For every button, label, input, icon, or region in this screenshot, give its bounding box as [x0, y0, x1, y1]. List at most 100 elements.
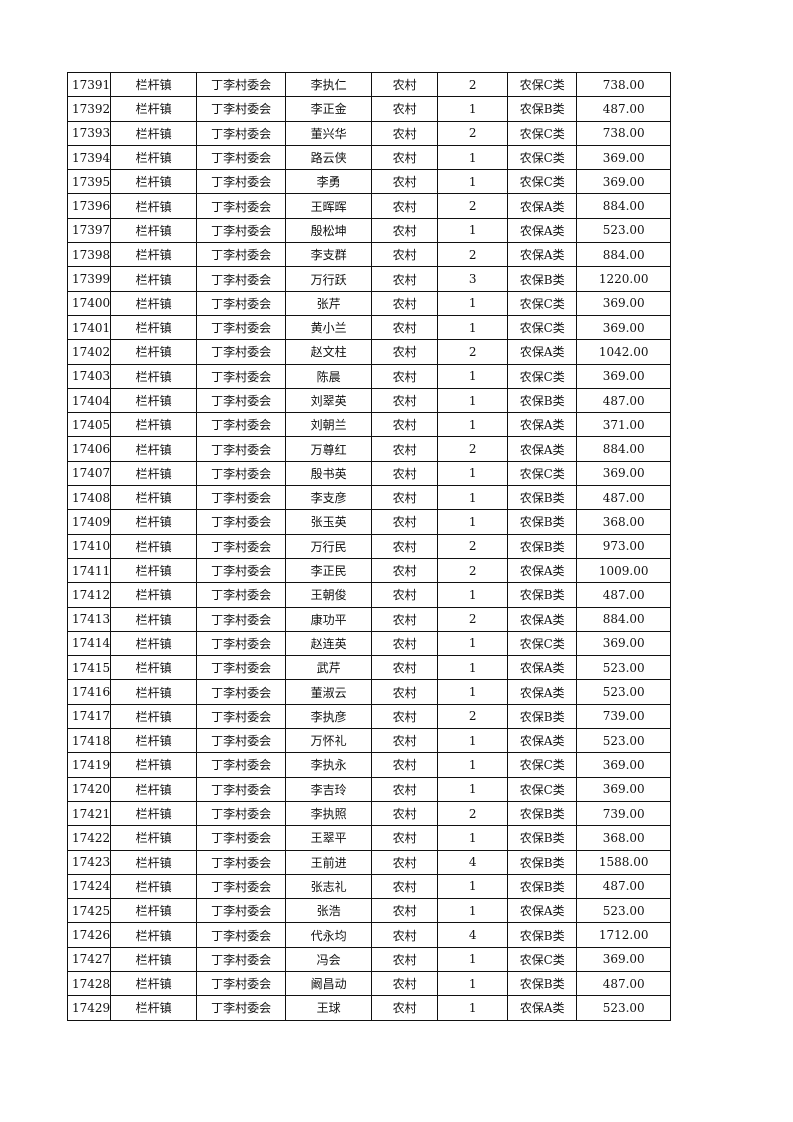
data-table: 17391 栏杆镇 丁李村委会 李执仁 农村 2 农保C类 738.00 17392 栏杆镇 丁李村… — [66, 71, 672, 1021]
cell-person-name: 王前进 — [285, 849, 373, 875]
cell-insurance-category: 农保B类 — [507, 533, 578, 559]
cell-household-count: 2 — [437, 800, 509, 827]
cell-person-name: 李正金 — [285, 96, 373, 122]
cell-amount: 369.00 — [576, 169, 672, 195]
cell-row-id: 17391 — [66, 71, 112, 98]
table-row: 17408 栏杆镇 丁李村委会 李支彦 农村 1 农保B类 487.00 — [66, 485, 672, 511]
cell-area-type: 农村 — [371, 825, 439, 851]
table-row: 17427 栏杆镇 丁李村委会 冯会 农村 1 农保C类 369.00 — [66, 946, 672, 972]
cell-area-type: 农村 — [371, 193, 439, 219]
cell-town: 栏杆镇 — [110, 582, 198, 608]
cell-insurance-category: 农保B类 — [507, 485, 578, 511]
cell-town: 栏杆镇 — [110, 825, 198, 851]
cell-insurance-category: 农保B类 — [507, 849, 578, 875]
cell-town: 栏杆镇 — [110, 290, 198, 316]
cell-household-count: 1 — [437, 728, 509, 754]
cell-amount: 523.00 — [576, 217, 672, 244]
cell-area-type: 农村 — [371, 314, 439, 341]
cell-row-id: 17404 — [66, 387, 112, 414]
cell-amount: 884.00 — [576, 242, 672, 268]
cell-area-type: 农村 — [371, 776, 439, 802]
cell-village-committee: 丁李村委会 — [196, 825, 287, 851]
cell-village-committee: 丁李村委会 — [196, 436, 287, 462]
cell-area-type: 农村 — [371, 266, 439, 292]
table-row: 17394 栏杆镇 丁李村委会 路云侠 农村 1 农保C类 369.00 — [66, 144, 672, 171]
cell-village-committee: 丁李村委会 — [196, 120, 287, 146]
cell-person-name: 张玉英 — [285, 509, 373, 535]
cell-village-committee: 丁李村委会 — [196, 387, 287, 414]
cell-row-id: 17392 — [66, 96, 112, 122]
cell-household-count: 1 — [437, 946, 509, 972]
cell-village-committee: 丁李村委会 — [196, 582, 287, 608]
cell-amount: 369.00 — [576, 752, 672, 778]
cell-insurance-category: 农保B类 — [507, 387, 578, 414]
cell-area-type: 农村 — [371, 242, 439, 268]
cell-person-name: 王晖晖 — [285, 193, 373, 219]
cell-amount: 738.00 — [576, 120, 672, 146]
cell-amount: 369.00 — [576, 776, 672, 802]
cell-insurance-category: 农保A类 — [507, 242, 578, 268]
cell-area-type: 农村 — [371, 217, 439, 244]
cell-household-count: 1 — [437, 387, 509, 414]
cell-town: 栏杆镇 — [110, 630, 198, 657]
cell-household-count: 1 — [437, 314, 509, 341]
cell-amount: 739.00 — [576, 800, 672, 827]
cell-town: 栏杆镇 — [110, 752, 198, 778]
cell-household-count: 2 — [437, 242, 509, 268]
cell-area-type: 农村 — [371, 120, 439, 146]
cell-area-type: 农村 — [371, 460, 439, 487]
cell-household-count: 2 — [437, 703, 509, 730]
table-row: 17426 栏杆镇 丁李村委会 代永均 农村 4 农保B类 1712.00 — [66, 922, 672, 948]
cell-town: 栏杆镇 — [110, 849, 198, 875]
cell-amount: 523.00 — [576, 995, 672, 1021]
cell-amount: 369.00 — [576, 363, 672, 389]
cell-town: 栏杆镇 — [110, 242, 198, 268]
cell-area-type: 农村 — [371, 387, 439, 414]
cell-town: 栏杆镇 — [110, 460, 198, 487]
table-row: 17412 栏杆镇 丁李村委会 王朝俊 农村 1 农保B类 487.00 — [66, 582, 672, 608]
cell-household-count: 1 — [437, 144, 509, 171]
cell-person-name: 李执彦 — [285, 703, 373, 730]
cell-village-committee: 丁李村委会 — [196, 266, 287, 292]
cell-row-id: 17429 — [66, 995, 112, 1021]
cell-area-type: 农村 — [371, 436, 439, 462]
cell-town: 栏杆镇 — [110, 679, 198, 705]
cell-person-name: 李支群 — [285, 242, 373, 268]
cell-person-name: 李支彦 — [285, 485, 373, 511]
cell-village-committee: 丁李村委会 — [196, 363, 287, 389]
table-row: 17393 栏杆镇 丁李村委会 董兴华 农村 2 农保C类 738.00 — [66, 120, 672, 146]
cell-town: 栏杆镇 — [110, 606, 198, 632]
table-row: 17417 栏杆镇 丁李村委会 李执彦 农村 2 农保B类 739.00 — [66, 703, 672, 730]
cell-amount: 487.00 — [576, 387, 672, 414]
cell-village-committee: 丁李村委会 — [196, 314, 287, 341]
cell-person-name: 李执仁 — [285, 71, 373, 98]
cell-household-count: 1 — [437, 412, 509, 438]
cell-household-count: 1 — [437, 679, 509, 705]
cell-area-type: 农村 — [371, 728, 439, 754]
cell-person-name: 黄小兰 — [285, 314, 373, 341]
cell-area-type: 农村 — [371, 898, 439, 924]
table-row: 17414 栏杆镇 丁李村委会 赵连英 农村 1 农保C类 369.00 — [66, 630, 672, 657]
cell-person-name: 李执永 — [285, 752, 373, 778]
cell-area-type: 农村 — [371, 339, 439, 365]
cell-insurance-category: 农保A类 — [507, 339, 578, 365]
cell-row-id: 17414 — [66, 630, 112, 657]
cell-village-committee: 丁李村委会 — [196, 970, 287, 997]
cell-person-name: 赵连英 — [285, 630, 373, 657]
cell-village-committee: 丁李村委会 — [196, 752, 287, 778]
cell-row-id: 17400 — [66, 290, 112, 316]
table-row: 17411 栏杆镇 丁李村委会 李正民 农村 2 农保A类 1009.00 — [66, 557, 672, 584]
cell-person-name: 万怀礼 — [285, 728, 373, 754]
cell-town: 栏杆镇 — [110, 995, 198, 1021]
cell-insurance-category: 农保B类 — [507, 800, 578, 827]
cell-row-id: 17394 — [66, 144, 112, 171]
cell-person-name: 李吉玲 — [285, 776, 373, 802]
cell-row-id: 17417 — [66, 703, 112, 730]
cell-town: 栏杆镇 — [110, 266, 198, 292]
cell-village-committee: 丁李村委会 — [196, 144, 287, 171]
cell-area-type: 农村 — [371, 485, 439, 511]
cell-area-type: 农村 — [371, 606, 439, 632]
table-row: 17391 栏杆镇 丁李村委会 李执仁 农村 2 农保C类 738.00 — [66, 71, 672, 98]
cell-insurance-category: 农保A类 — [507, 557, 578, 584]
cell-row-id: 17409 — [66, 509, 112, 535]
